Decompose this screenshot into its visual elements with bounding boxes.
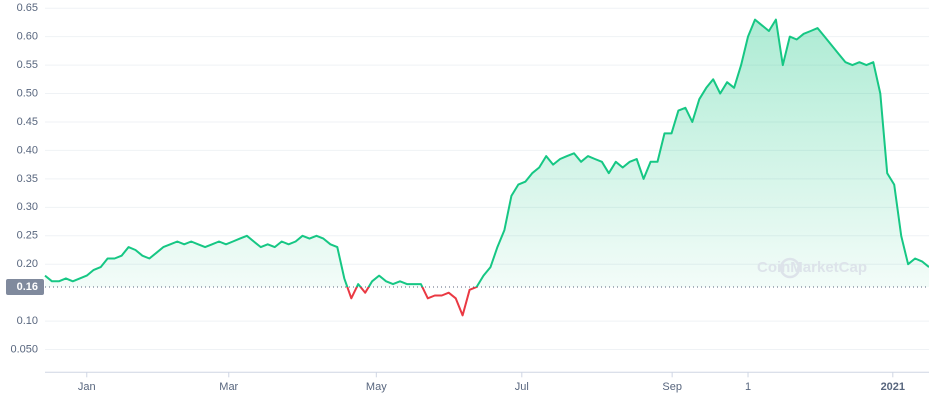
baseline-label-box xyxy=(6,278,44,295)
x-tick-label: Jul xyxy=(515,381,529,393)
x-tick-label: Mar xyxy=(219,381,238,393)
y-tick-label: 0.55 xyxy=(17,59,38,71)
y-tick-label: 0.35 xyxy=(17,173,38,185)
y-tick-label: 0.25 xyxy=(17,230,38,242)
x-tick-label: 1 xyxy=(745,381,751,393)
y-tick-label: 0.65 xyxy=(17,2,38,14)
x-tick-label: 2021 xyxy=(881,381,905,393)
y-tick-label: 0.60 xyxy=(17,31,38,43)
baseline-label: 0.16 xyxy=(17,281,38,293)
y-tick-label: 0.050 xyxy=(10,343,38,355)
x-tick-label: May xyxy=(366,381,387,393)
y-tick-label: 0.20 xyxy=(17,258,38,270)
watermark-logo xyxy=(779,257,801,279)
price-line-up xyxy=(44,18,929,287)
x-tick-label: Sep xyxy=(662,381,682,393)
watermark: CoinMarketCap xyxy=(757,259,867,276)
y-tick-label: 0.30 xyxy=(17,201,38,213)
y-tick-label: 0.45 xyxy=(17,116,38,128)
x-tick-label: Jan xyxy=(78,381,96,393)
y-tick-label: 0.40 xyxy=(17,144,38,156)
y-tick-label: 0.10 xyxy=(17,315,38,327)
y-tick-label: 0.50 xyxy=(17,87,38,99)
